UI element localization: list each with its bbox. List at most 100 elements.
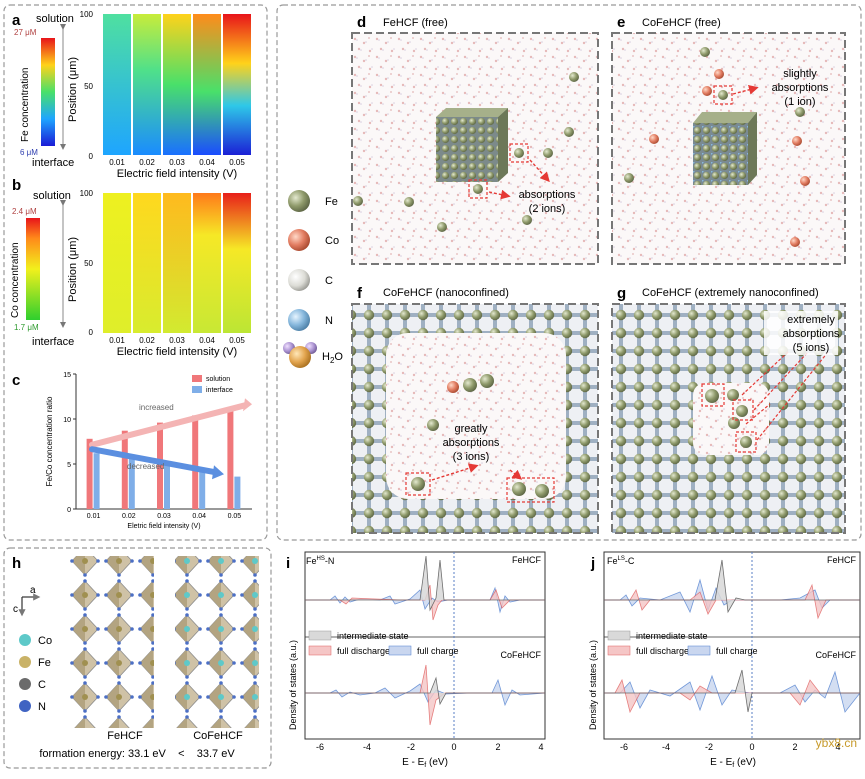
legend-swatch-intermediate <box>607 630 631 641</box>
g-absorbed-fe-ion <box>705 389 719 403</box>
n-atom-icon <box>19 700 31 712</box>
panel-f: f CoFeHCF (nanoconfined) greatly absorpt… <box>351 285 599 534</box>
d-arrow <box>488 189 511 200</box>
d-annotation-line2: (2 ions) <box>529 203 566 215</box>
j-dos-intermediate-bottom <box>604 669 860 713</box>
i-plot-frame <box>304 551 546 740</box>
c-bar-solution <box>157 422 163 509</box>
c-x-tick-label: 0.02 <box>122 513 136 520</box>
cofehcf-crystal-structure <box>175 556 259 728</box>
a-ytick-50: 50 <box>84 82 93 91</box>
a-xtick-3: 0.03 <box>169 158 185 167</box>
i-ylabel: Density of states (a.u.) <box>288 640 298 730</box>
b-ylabel: Position (μm) <box>67 237 79 302</box>
c-legend-swatch <box>192 386 202 393</box>
h-legend-co: Co <box>38 635 52 647</box>
c-increase-arrow <box>89 402 248 448</box>
panel-a-letter: a <box>12 12 21 29</box>
d-fe-ion <box>437 222 447 232</box>
i-xtick: 0 <box>451 742 456 752</box>
a-heatmap-column-3 <box>163 14 191 155</box>
a-ytick-0: 0 <box>89 152 94 161</box>
g-annotation-line3: (5 ions) <box>793 342 830 354</box>
g-arrow <box>745 403 771 425</box>
b-interface-label: interface <box>32 336 74 348</box>
i-xtick: 4 <box>538 742 543 752</box>
e-cube-top <box>693 112 757 123</box>
a-xlabel: Electric field intensity (V) <box>117 168 237 180</box>
panel-b: b 2.4 μM 1.7 μM Co concentration solutio… <box>10 177 251 358</box>
a-solution-label: solution <box>36 13 74 25</box>
e-fe-ion <box>624 173 634 183</box>
j-xtick: -4 <box>662 742 670 752</box>
f-arrow <box>431 463 479 481</box>
c-bar-solution <box>86 438 93 509</box>
i-legend-discharge: full discharge <box>337 646 390 656</box>
legend-swatch-discharge <box>607 645 631 656</box>
b-ytick-50: 50 <box>84 259 93 268</box>
e-co-ion <box>790 237 800 247</box>
j-xtick: 2 <box>792 742 797 752</box>
d-arrow <box>529 159 550 183</box>
c-ylabel: Fe/Co concentration ratio <box>45 396 54 486</box>
c-atom-icon <box>19 678 31 690</box>
panel-c-letter: c <box>12 372 20 389</box>
g-arrow <box>741 351 789 396</box>
c-bar-interface <box>128 458 135 509</box>
panel-f-title: CoFeHCF (nanoconfined) <box>383 287 509 299</box>
b-ytick-100: 100 <box>80 189 94 198</box>
b-heatmap-column-3 <box>163 193 191 333</box>
e-co-ion <box>792 136 802 146</box>
a-xtick-4: 0.04 <box>199 158 215 167</box>
i-xtick: -4 <box>363 742 371 752</box>
panel-f-letter: f <box>357 285 363 302</box>
legend-swatch-charge <box>687 645 711 656</box>
c-x-tick-label: 0.05 <box>228 513 242 520</box>
f-fe-ion <box>427 419 439 431</box>
i-xtick: -2 <box>407 742 415 752</box>
a-xtick-2: 0.02 <box>139 158 155 167</box>
a-ytick-100: 100 <box>80 10 94 19</box>
b-xtick-4: 0.04 <box>199 336 215 345</box>
fe-atom-icon <box>19 656 31 668</box>
i-dos-discharge-top <box>305 584 545 621</box>
j-dos-discharge-top <box>604 583 860 620</box>
panel-g-letter: g <box>617 285 626 302</box>
g-absorption-marker <box>735 431 757 453</box>
fehcf-crystal-structure <box>70 556 154 728</box>
d-fe-ion <box>353 196 363 206</box>
f-absorbed-fe-ion <box>411 477 425 491</box>
j-legend-discharge: full discharge <box>636 646 689 656</box>
c-annotation-increased: increased <box>139 403 174 412</box>
e-cofehcf-nanocube <box>693 123 748 185</box>
panel-j-letter: j <box>590 555 595 572</box>
panel-e-letter: e <box>617 14 625 31</box>
c-bar-interface <box>93 453 100 509</box>
a-xtick-1: 0.01 <box>109 158 125 167</box>
c-legend-swatch <box>192 375 202 382</box>
fe-atom-icon <box>288 190 310 212</box>
frame-h <box>3 547 272 769</box>
panel-i-letter: i <box>286 555 290 572</box>
legend-h2o-label: H2O <box>322 351 343 365</box>
panel-g-title: CoFeHCF (extremely nanoconfined) <box>642 287 819 299</box>
panel-g: g CoFeHCF (extremely nanoconfined) extre… <box>611 285 846 534</box>
formation-energy-text: formation energy: 33.1 eV < 33.7 eV <box>39 748 235 760</box>
c-y-tick-label: 10 <box>63 417 71 424</box>
e-absorbed-fe-ion <box>718 90 728 100</box>
j-xtick: -6 <box>620 742 628 752</box>
i-xlabel: E - Ef (eV) <box>402 757 448 769</box>
b-heatmap-column-4 <box>193 193 221 333</box>
j-dos-intermediate-top <box>604 559 860 614</box>
atom-legend: Fe Co C N H2O <box>283 190 343 368</box>
i-bottom-label: CoFeHCF <box>500 650 541 660</box>
crystal-axes-icon <box>18 593 41 617</box>
panel-h: h a c Co Fe C N FeHCF CoFeHCF formation … <box>12 555 259 760</box>
panel-i: i FeHS-N FeHCF CoFeHCF intermediate stat… <box>286 551 546 769</box>
c-decrease-arrow <box>89 446 218 476</box>
e-annotation-line1: slightly <box>783 68 817 80</box>
g-absorbed-fe-ion <box>736 405 748 417</box>
g-absorbed-fe-ion <box>740 436 752 448</box>
g-absorbed-fe-ion <box>728 417 740 429</box>
panel-c: c 0 5 10 15 0.01 0.02 0.03 0.04 0.05 Eletric fiel… <box>12 372 252 530</box>
